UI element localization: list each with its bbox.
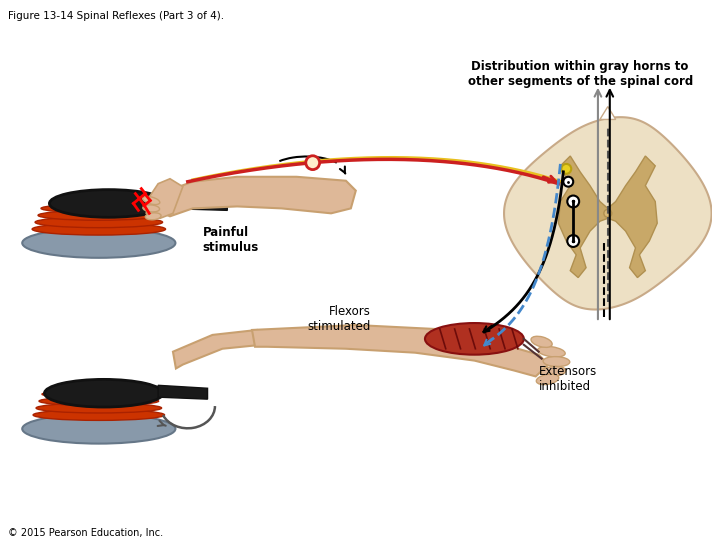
Ellipse shape [541, 367, 566, 376]
Polygon shape [158, 386, 207, 399]
Polygon shape [559, 156, 657, 278]
Polygon shape [163, 195, 228, 211]
Ellipse shape [42, 390, 156, 398]
Ellipse shape [35, 217, 163, 228]
Polygon shape [504, 117, 711, 309]
Ellipse shape [143, 205, 160, 212]
Ellipse shape [22, 228, 176, 258]
Ellipse shape [36, 403, 161, 413]
Text: Extensors
inhibited: Extensors inhibited [539, 364, 597, 393]
Ellipse shape [39, 397, 158, 406]
Ellipse shape [50, 190, 168, 217]
Text: Figure 13-14 Spinal Reflexes (Part 3 of 4).: Figure 13-14 Spinal Reflexes (Part 3 of … [8, 11, 224, 21]
Ellipse shape [145, 213, 161, 220]
Ellipse shape [425, 323, 524, 355]
Circle shape [604, 210, 612, 217]
Polygon shape [146, 179, 183, 218]
Ellipse shape [538, 347, 565, 357]
Ellipse shape [33, 409, 165, 420]
Circle shape [567, 195, 579, 207]
Ellipse shape [543, 356, 570, 367]
Polygon shape [252, 325, 549, 376]
Ellipse shape [38, 211, 160, 220]
Ellipse shape [143, 197, 160, 205]
Circle shape [567, 235, 579, 247]
Circle shape [306, 156, 320, 170]
Ellipse shape [536, 374, 559, 384]
Text: Distribution within gray horns to
other segments of the spinal cord: Distribution within gray horns to other … [467, 60, 693, 88]
Ellipse shape [32, 223, 166, 235]
Ellipse shape [22, 414, 176, 444]
Ellipse shape [45, 380, 163, 407]
Text: Flexors
stimulated: Flexors stimulated [307, 305, 371, 333]
Ellipse shape [531, 336, 552, 347]
Circle shape [563, 177, 573, 187]
Polygon shape [163, 177, 356, 217]
Polygon shape [600, 106, 616, 119]
Ellipse shape [41, 204, 157, 213]
Circle shape [562, 164, 571, 174]
Text: Painful
stimulus: Painful stimulus [202, 226, 259, 254]
Text: © 2015 Pearson Education, Inc.: © 2015 Pearson Education, Inc. [8, 528, 163, 538]
Polygon shape [173, 330, 262, 368]
